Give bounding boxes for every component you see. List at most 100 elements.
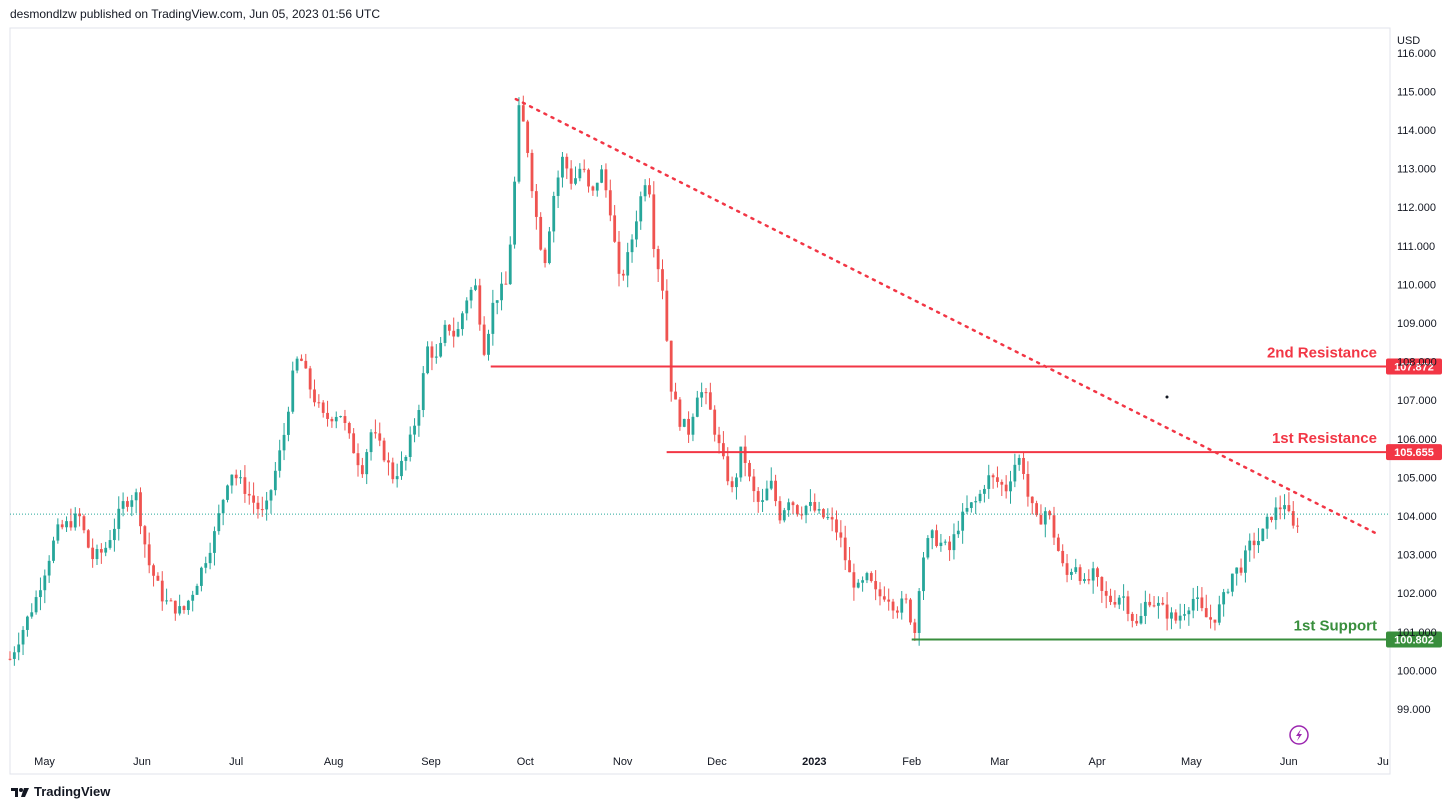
candle-body — [1283, 505, 1286, 510]
candle-body — [69, 521, 73, 528]
time-tick-label: Sep — [421, 756, 441, 768]
candle-body — [239, 477, 242, 479]
candle-body — [1022, 457, 1025, 474]
price-tick-label: 111.000 — [1397, 241, 1435, 253]
footer: TradingView — [10, 784, 110, 799]
price-tick-label: 113.000 — [1397, 164, 1436, 176]
lightning-icon-ring — [1289, 725, 1309, 745]
trendline — [514, 97, 1382, 537]
time-axis[interactable]: May Jun Jul Aug Sep Oct Nov Dec 2023 Feb Mar Apr May… — [10, 756, 1390, 775]
candle-body — [12, 652, 16, 659]
candle-body — [1087, 579, 1091, 581]
candle-body — [926, 538, 930, 558]
time-tick-label: Dec — [707, 756, 727, 768]
candle-body — [965, 507, 969, 512]
candle-body — [1091, 568, 1095, 581]
price-tag — [1386, 358, 1442, 375]
candle-body — [943, 541, 947, 543]
price-axis[interactable]: 99.000 100.000 101.000 102.000 103.000 104.00… — [1397, 35, 1437, 716]
candle-body — [86, 530, 90, 548]
candle-body — [556, 177, 560, 196]
candle-body — [700, 392, 704, 398]
candle-body — [869, 573, 873, 582]
candle-body — [387, 460, 390, 463]
candle-body — [339, 416, 342, 418]
candle-body — [787, 502, 791, 511]
publish-info: desmondlzw published on TradingView.com,… — [10, 7, 381, 21]
candle-body — [621, 273, 625, 276]
candle-body — [569, 168, 573, 184]
time-tick-label: May — [1181, 756, 1202, 768]
candle-body — [1070, 571, 1073, 575]
candle-body — [1235, 567, 1239, 574]
candle-body — [321, 402, 325, 413]
candle-body — [1048, 511, 1052, 516]
candle-body — [273, 470, 277, 491]
candle-body — [678, 399, 682, 427]
candle-body — [722, 443, 725, 457]
candle-body — [326, 412, 329, 419]
candle-body — [909, 599, 912, 623]
candle-body — [378, 433, 382, 441]
candle-body — [287, 411, 290, 435]
candle-body — [1061, 550, 1065, 564]
candle-body — [447, 324, 451, 331]
candle-body — [913, 622, 917, 633]
candle-body — [456, 329, 460, 337]
candle-body — [974, 501, 978, 503]
candle-body — [996, 477, 999, 482]
candle-body — [956, 530, 960, 535]
candle-body — [117, 508, 121, 529]
candle-body — [952, 534, 956, 551]
time-tick-label: Apr — [1089, 756, 1106, 768]
candle-body — [635, 221, 638, 240]
price-levels: 2nd Resistance 107.872 1st Resistance 105.6… — [10, 345, 1442, 648]
candle-body — [891, 601, 895, 611]
candle-body — [204, 563, 208, 568]
candle-body — [208, 552, 212, 564]
candle-body — [160, 580, 164, 602]
candle-body — [513, 181, 516, 245]
candle-body — [1248, 540, 1252, 551]
footer-brand: TradingView — [34, 784, 111, 799]
candle-body — [691, 416, 695, 435]
candle-body — [1117, 597, 1121, 605]
currency-label: USD — [1397, 35, 1420, 47]
candle-body — [504, 283, 508, 285]
candle-body — [835, 519, 838, 533]
candle-body — [1252, 540, 1256, 546]
candle-body — [735, 477, 738, 488]
candle-body — [543, 249, 547, 264]
candle-body — [591, 186, 595, 191]
candle-body — [1148, 601, 1152, 606]
candle-body — [317, 402, 321, 404]
candle-body — [495, 300, 499, 303]
candle-body — [1200, 597, 1204, 609]
candle-body — [795, 505, 799, 515]
candle-body — [843, 537, 847, 561]
candle-body — [186, 600, 190, 611]
candle-body — [234, 474, 238, 479]
candle-body — [587, 169, 590, 187]
price-tag — [1386, 631, 1442, 648]
candle-body — [526, 121, 530, 153]
candle-body — [134, 492, 138, 501]
candle-body — [791, 502, 795, 506]
candle-body — [1291, 511, 1295, 526]
candle-body — [500, 283, 503, 301]
candle-body — [935, 530, 938, 547]
chart-icons[interactable] — [1289, 725, 1309, 745]
candle-body — [52, 540, 55, 561]
candle-body — [365, 452, 369, 475]
candle-body — [295, 358, 299, 371]
candle-body — [1039, 515, 1043, 525]
candle-body — [595, 182, 599, 191]
candle-body — [582, 168, 586, 170]
candle-body — [139, 492, 142, 527]
lightning-icon[interactable] — [1289, 725, 1309, 745]
candle-body — [604, 169, 608, 191]
candle-body — [865, 573, 869, 581]
candle-body — [804, 505, 808, 516]
candle-body — [108, 540, 112, 548]
